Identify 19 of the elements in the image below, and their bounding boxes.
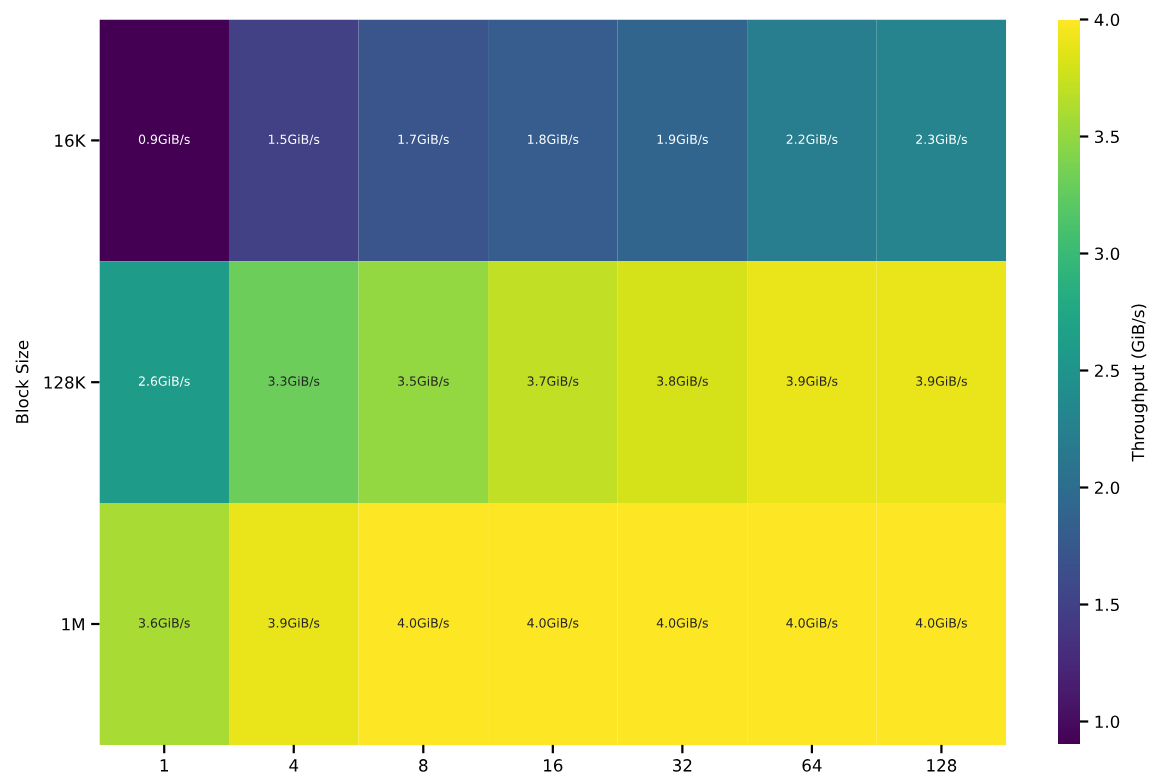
y-tick-label: 1M <box>62 618 84 631</box>
x-tick-label: 128 <box>927 759 957 772</box>
y-tick-label: 128K <box>44 376 86 389</box>
color-bar-label: 1.0 <box>1095 715 1120 729</box>
y-axis-title: Block Size <box>15 340 29 423</box>
x-tick-label: 4 <box>289 759 299 772</box>
x-tick-label: 1 <box>160 759 168 772</box>
color-bar-label: 2.5 <box>1095 364 1119 378</box>
color-bar-label: 3.5 <box>1095 130 1119 144</box>
color-bar-title: Throughput (GiB/s) <box>1131 304 1148 462</box>
x-tick-label: 32 <box>673 759 692 772</box>
x-tick-label: 64 <box>802 759 822 772</box>
color-bar-label: 2.0 <box>1095 481 1120 495</box>
color-bar-label: 3.0 <box>1095 247 1120 261</box>
x-tick-label: 16 <box>544 759 563 772</box>
color-bar-label: 4.0 <box>1094 13 1120 27</box>
color-bar-label: 1.5 <box>1095 598 1119 612</box>
y-tick-label: 16K <box>55 134 86 147</box>
x-tick-label: 8 <box>419 759 428 772</box>
